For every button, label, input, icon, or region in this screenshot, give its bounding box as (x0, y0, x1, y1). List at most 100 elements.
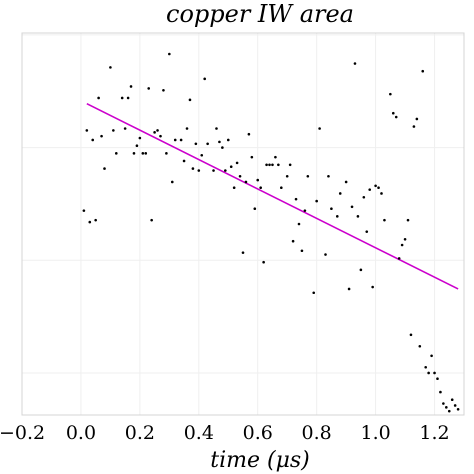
data-point (156, 129, 159, 132)
data-point (150, 218, 153, 222)
data-point (244, 180, 248, 184)
data-point (427, 371, 430, 375)
data-point (203, 77, 206, 81)
data-point (138, 136, 142, 140)
data-point (327, 174, 330, 178)
data-point (168, 52, 171, 56)
data-point (365, 230, 369, 233)
data-point (253, 207, 257, 211)
data-point (306, 174, 310, 178)
data-point (82, 209, 86, 212)
data-point (335, 215, 339, 218)
data-point (85, 129, 89, 132)
x-tick-label: 0.4 (184, 422, 214, 444)
data-point (103, 167, 106, 170)
data-point (315, 199, 318, 203)
data-point (280, 186, 283, 190)
data-point (271, 163, 274, 167)
data-point (123, 127, 127, 130)
data-point (215, 127, 218, 130)
data-point (132, 152, 136, 155)
x-tick-label: 0.0 (66, 422, 96, 444)
data-point (238, 174, 242, 178)
data-point (400, 243, 404, 247)
data-point (173, 138, 177, 142)
data-point (433, 371, 436, 375)
data-point (206, 142, 209, 146)
data-point (268, 163, 271, 167)
data-point (456, 407, 460, 411)
data-point (256, 178, 260, 182)
data-point (383, 218, 386, 222)
data-point (112, 129, 115, 132)
data-point (362, 195, 366, 199)
x-tick-label: 1.0 (360, 422, 390, 444)
data-point (200, 153, 204, 157)
data-point (277, 163, 280, 167)
data-point (445, 406, 448, 409)
data-point (226, 138, 230, 142)
data-point (312, 291, 316, 295)
data-points (82, 52, 460, 413)
data-point (450, 398, 454, 402)
data-point (224, 169, 227, 172)
data-point (344, 180, 348, 184)
data-point (191, 167, 195, 170)
data-point (285, 174, 289, 178)
data-point (421, 69, 425, 73)
chart-title: copper IW area (166, 0, 354, 28)
data-point (418, 344, 422, 348)
data-point (374, 184, 377, 188)
data-point (436, 377, 439, 381)
data-point (94, 218, 97, 222)
data-point (179, 138, 183, 142)
data-point (97, 96, 100, 100)
data-point (188, 98, 192, 102)
x-tick-label: 0.2 (125, 422, 155, 444)
data-point (453, 404, 457, 407)
data-point (88, 220, 92, 224)
data-point (120, 96, 124, 100)
data-point (371, 285, 374, 289)
data-point (439, 390, 442, 394)
data-point (235, 161, 239, 165)
data-point (324, 253, 327, 256)
data-point (218, 140, 221, 144)
data-point (291, 239, 295, 243)
data-point (165, 152, 168, 155)
data-point (141, 152, 145, 155)
data-point (424, 365, 427, 369)
data-point (391, 111, 395, 115)
data-point (442, 402, 445, 405)
data-point (262, 260, 265, 264)
data-point (389, 92, 392, 96)
data-point (212, 169, 215, 172)
x-tick-label: −0.2 (0, 422, 45, 444)
data-point (153, 131, 156, 134)
x-tick-labels: −0.2 0.0 0.2 0.4 0.6 0.8 1.0 1.2 (0, 422, 450, 444)
data-point (412, 125, 416, 128)
data-point (170, 180, 174, 184)
data-point (100, 134, 103, 138)
data-point (247, 132, 251, 136)
data-point (265, 163, 268, 167)
data-point (197, 169, 201, 172)
data-point (144, 152, 148, 155)
x-axis-label: time (μs) (210, 448, 310, 473)
data-point (109, 66, 112, 69)
data-point (194, 142, 198, 146)
data-point (359, 268, 363, 272)
data-point (182, 159, 186, 163)
data-point (350, 205, 354, 209)
data-point (300, 249, 304, 253)
data-point (91, 138, 95, 142)
data-point (356, 215, 360, 218)
x-tick-label: 0.8 (302, 422, 332, 444)
data-point (397, 257, 401, 260)
data-point (241, 251, 245, 254)
data-point (288, 163, 292, 167)
data-point (403, 237, 407, 241)
data-point (250, 155, 254, 159)
data-point (380, 192, 383, 195)
